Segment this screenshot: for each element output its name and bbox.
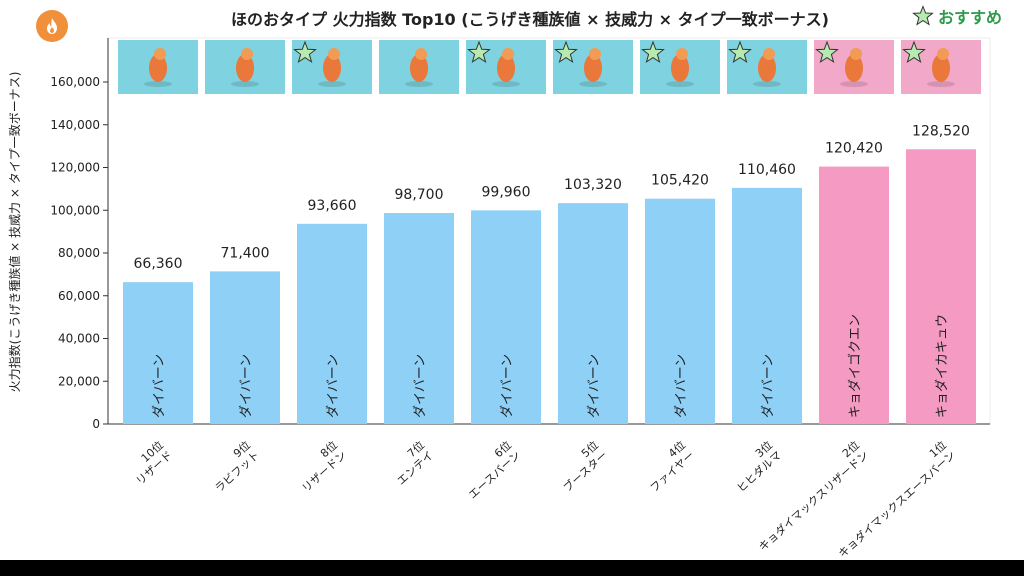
y-tick-label: 120,000 <box>50 161 100 175</box>
bar <box>819 166 889 425</box>
y-tick-label: 80,000 <box>58 246 100 260</box>
y-axis-label: 火力指数(こうげき種族値 × 技威力 × タイプ一致ボーナス) <box>7 72 22 393</box>
data-label: 128,520 <box>912 123 970 139</box>
data-label: 66,360 <box>134 256 183 272</box>
star-icon <box>728 40 752 64</box>
star-icon <box>641 40 665 64</box>
thumbnail-shadow <box>492 81 520 87</box>
move-label: ダイバーン <box>500 354 515 418</box>
bar <box>210 271 280 424</box>
star-icon <box>554 40 578 64</box>
star-icon <box>815 40 839 64</box>
data-label: 105,420 <box>651 173 709 189</box>
move-label: ダイバーン <box>674 354 689 418</box>
pokemon-figure-head <box>676 48 688 60</box>
star-icon <box>912 5 934 26</box>
bar <box>732 187 802 424</box>
move-label: ダイバーン <box>326 354 341 418</box>
bar <box>906 149 976 424</box>
pokemon-figure <box>845 54 863 82</box>
move-label: ダイバーン <box>413 354 428 418</box>
thumbnail-shadow <box>840 81 868 87</box>
bar <box>123 282 193 424</box>
pokemon-figure-head <box>589 48 601 60</box>
move-label: キョダイカキュウ <box>935 314 950 418</box>
y-tick-label: 20,000 <box>58 374 100 388</box>
data-label: 71,400 <box>221 245 270 261</box>
data-label: 103,320 <box>564 177 622 193</box>
data-label: 99,960 <box>482 184 531 200</box>
pokemon-figure-head <box>415 48 427 60</box>
data-label: 98,700 <box>395 187 444 203</box>
pokemon-figure <box>758 54 776 82</box>
y-tick-label: 40,000 <box>58 332 100 346</box>
thumbnail-shadow <box>318 81 346 87</box>
thumbnail-shadow <box>579 81 607 87</box>
bar <box>384 213 454 424</box>
pokemon-figure-head <box>937 48 949 60</box>
pokemon-figure <box>410 54 428 82</box>
star-icon <box>293 40 317 64</box>
thumbnail-shadow <box>144 81 172 87</box>
thumbnail-shadow <box>231 81 259 87</box>
pokemon-figure-head <box>328 48 340 60</box>
move-label: ダイバーン <box>761 354 776 418</box>
star-icon <box>467 40 491 64</box>
recommend-label: おすすめ <box>938 8 1003 27</box>
pokemon-figure <box>671 54 689 82</box>
thumbnail-shadow <box>753 81 781 87</box>
bar <box>297 223 367 424</box>
move-label: ダイバーン <box>152 354 167 418</box>
pokemon-figure-head <box>850 48 862 60</box>
pokemon-figure <box>149 54 167 82</box>
move-label: ダイバーン <box>239 354 254 418</box>
pokemon-figure <box>497 54 515 82</box>
bar <box>558 203 628 424</box>
pokemon-figure <box>584 54 602 82</box>
flame-icon <box>36 10 68 42</box>
pokemon-figure <box>236 54 254 82</box>
y-tick-label: 60,000 <box>58 289 100 303</box>
star-icon <box>902 40 926 64</box>
thumbnail-shadow <box>405 81 433 87</box>
y-tick-label: 140,000 <box>50 118 100 132</box>
data-label: 110,460 <box>738 162 796 178</box>
bar-chart: 0 20,000 40,000 60,000 80,000 100,000 120,000 1… <box>7 37 991 560</box>
thumbnail-shadow <box>666 81 694 87</box>
data-label: 93,660 <box>308 198 357 214</box>
bar <box>645 198 715 424</box>
recommend-legend: おすすめ <box>912 4 1002 28</box>
pokemon-figure <box>932 54 950 82</box>
pokemon-figure-head <box>154 48 166 60</box>
pokemon-figure <box>323 54 341 82</box>
y-tick-label: 100,000 <box>50 203 100 217</box>
pokemon-figure-head <box>502 48 514 60</box>
chart-title: ほのおタイプ 火力指数 Top10 (こうげき種族値 × 技威力 × タイプ一致… <box>231 10 829 29</box>
y-tick-label: 0 <box>92 417 100 431</box>
move-label: ダイバーン <box>587 354 602 418</box>
bar <box>471 210 541 424</box>
move-label: キョダイゴクエン <box>847 314 863 418</box>
pokemon-figure-head <box>763 48 775 60</box>
data-label: 120,420 <box>825 141 883 157</box>
pokemon-figure-head <box>241 48 253 60</box>
thumbnail-shadow <box>927 81 955 87</box>
bottom-bar <box>0 560 1024 576</box>
y-tick-label: 160,000 <box>50 75 100 89</box>
x-tick-name: エースバーン <box>466 449 523 502</box>
